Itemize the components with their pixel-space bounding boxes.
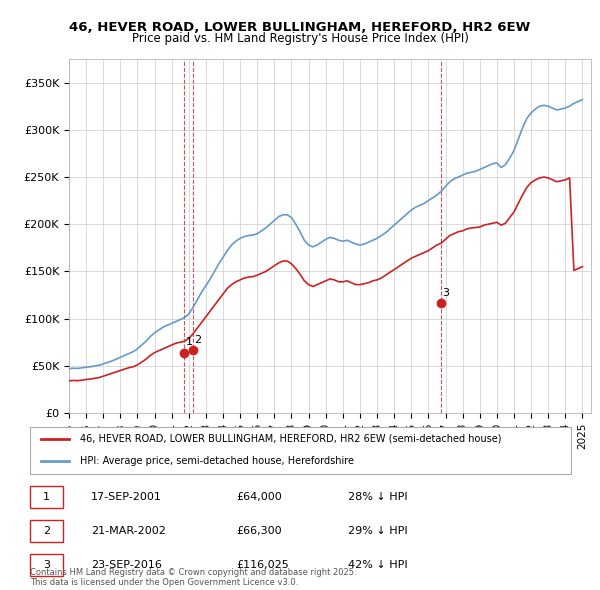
Text: 3: 3	[43, 560, 50, 570]
Text: £66,300: £66,300	[236, 526, 281, 536]
Text: 28% ↓ HPI: 28% ↓ HPI	[347, 492, 407, 502]
Text: 46, HEVER ROAD, LOWER BULLINGHAM, HEREFORD, HR2 6EW: 46, HEVER ROAD, LOWER BULLINGHAM, HEREFO…	[70, 21, 530, 34]
Text: 29% ↓ HPI: 29% ↓ HPI	[347, 526, 407, 536]
Text: 46, HEVER ROAD, LOWER BULLINGHAM, HEREFORD, HR2 6EW (semi-detached house): 46, HEVER ROAD, LOWER BULLINGHAM, HEREFO…	[80, 434, 502, 444]
Text: 17-SEP-2001: 17-SEP-2001	[91, 492, 162, 502]
Text: £64,000: £64,000	[236, 492, 282, 502]
FancyBboxPatch shape	[29, 486, 63, 507]
Text: 42% ↓ HPI: 42% ↓ HPI	[347, 560, 407, 570]
Text: Price paid vs. HM Land Registry's House Price Index (HPI): Price paid vs. HM Land Registry's House …	[131, 32, 469, 45]
Text: 1: 1	[43, 492, 50, 502]
FancyBboxPatch shape	[29, 427, 571, 474]
Text: Contains HM Land Registry data © Crown copyright and database right 2025.
This d: Contains HM Land Registry data © Crown c…	[30, 568, 356, 587]
FancyBboxPatch shape	[29, 520, 63, 542]
Text: 1: 1	[185, 337, 193, 347]
Text: 2: 2	[194, 335, 202, 345]
FancyBboxPatch shape	[29, 555, 63, 576]
Text: HPI: Average price, semi-detached house, Herefordshire: HPI: Average price, semi-detached house,…	[80, 456, 354, 466]
Text: £116,025: £116,025	[236, 560, 289, 570]
Text: 21-MAR-2002: 21-MAR-2002	[91, 526, 166, 536]
Text: 2: 2	[43, 526, 50, 536]
Text: 3: 3	[443, 288, 449, 298]
Text: 23-SEP-2016: 23-SEP-2016	[91, 560, 162, 570]
